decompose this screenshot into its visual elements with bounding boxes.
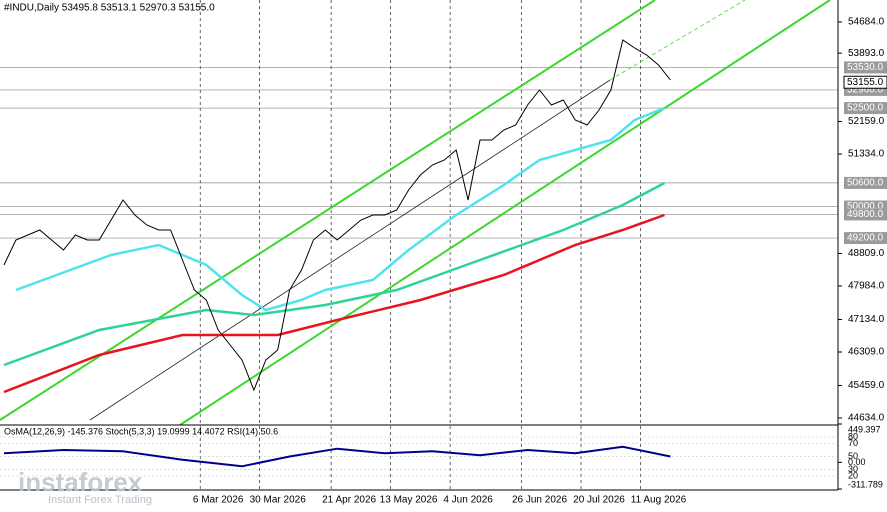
level-label: 52500.0 bbox=[847, 103, 884, 114]
rsi-line bbox=[3, 445, 671, 468]
x-tick-label: 30 Mar 2026 bbox=[250, 495, 307, 506]
grid bbox=[0, 0, 838, 490]
indicator-tick-label: 30 bbox=[848, 464, 858, 474]
level-label: 50600.0 bbox=[847, 178, 884, 189]
level-label: 50000.0 bbox=[847, 201, 884, 212]
x-tick-label: 4 Jun 2026 bbox=[443, 495, 493, 506]
y-tick-label: 45459.0 bbox=[848, 380, 885, 391]
indicator-tick-label: 20 bbox=[848, 470, 858, 480]
channel-upper bbox=[0, 0, 656, 421]
price-line bbox=[3, 39, 671, 392]
moving-average bbox=[3, 181, 666, 367]
osma-tick-label: 449.397 bbox=[848, 424, 881, 434]
y-tick-label: 47984.0 bbox=[848, 281, 885, 292]
x-tick-label: 13 May 2026 bbox=[380, 495, 438, 506]
y-tick-label: 54684.0 bbox=[848, 17, 885, 28]
chart-header: #INDU,Daily 53495.8 53513.1 52970.3 5315… bbox=[4, 3, 215, 14]
level-label: 53530.0 bbox=[847, 62, 884, 73]
y-tick-label: 51334.0 bbox=[848, 149, 885, 160]
y-tick-label: 44634.0 bbox=[848, 413, 885, 424]
x-tick-label: 11 Aug 2026 bbox=[631, 495, 687, 506]
osma-tick-label: 0.00 bbox=[848, 457, 866, 467]
osma-tick-label: -311.789 bbox=[848, 479, 883, 489]
current-price-box bbox=[843, 75, 887, 89]
indicator-tick-label: 80 bbox=[848, 431, 858, 441]
y-tick-label: 47134.0 bbox=[848, 314, 885, 325]
moving-average bbox=[3, 213, 665, 394]
level-box bbox=[844, 102, 887, 115]
x-tick-label: 20 Jul 2026 bbox=[573, 495, 625, 506]
level-box bbox=[844, 232, 887, 245]
x-tick-label: 26 Jun 2026 bbox=[512, 495, 567, 506]
channel-mid bbox=[89, 79, 611, 421]
y-tick-label: 46309.0 bbox=[848, 347, 885, 358]
level-box bbox=[844, 61, 887, 74]
level-box bbox=[844, 176, 887, 189]
level-label: 49200.0 bbox=[847, 233, 884, 244]
indicator-header: OsMA(12,26,9) -145.376 Stoch(5,3,3) 19.0… bbox=[4, 426, 278, 436]
watermark: instaforex bbox=[18, 467, 143, 497]
watermark-sub: Instant Forex Trading bbox=[48, 494, 152, 506]
level-box bbox=[844, 208, 887, 221]
x-tick-label: 6 Mar 2026 bbox=[193, 495, 244, 506]
moving-average bbox=[15, 106, 665, 312]
channel-mid-ext bbox=[609, 0, 746, 81]
y-tick-label: 52159.0 bbox=[848, 116, 885, 127]
y-tick-label: 48809.0 bbox=[848, 248, 885, 259]
y-tick-label: 53893.0 bbox=[848, 48, 885, 59]
level-label: 49800.0 bbox=[847, 209, 884, 220]
level-label: 52960.0 bbox=[847, 85, 884, 96]
indicator-tick-label: 70 bbox=[848, 438, 858, 448]
channel-lower bbox=[179, 0, 831, 426]
current-price-label: 53155.0 bbox=[847, 77, 884, 88]
x-tick-label: 21 Apr 2026 bbox=[322, 495, 376, 506]
indicator-tick-label: 50 bbox=[848, 451, 858, 461]
